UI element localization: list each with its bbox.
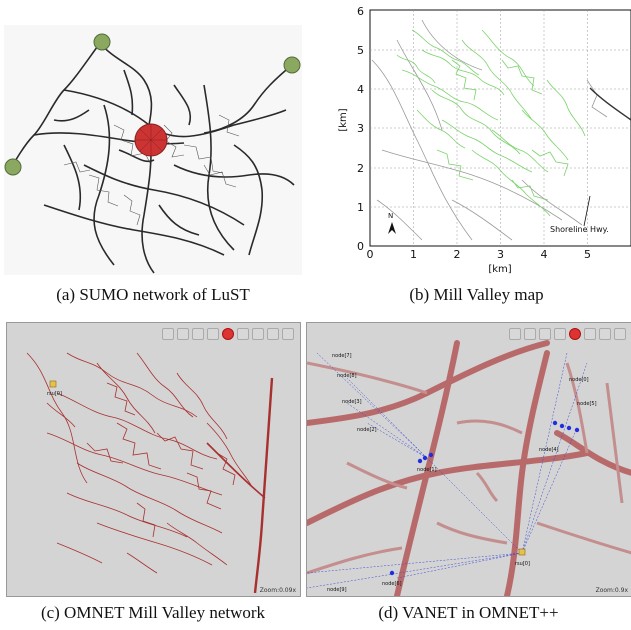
annotation-pointer (583, 195, 591, 227)
x-axis-label: [km] (488, 264, 511, 275)
back-icon[interactable] (509, 328, 521, 340)
refresh-icon[interactable] (584, 328, 596, 340)
vanet-node-labels: node[7] node[8] node[3] node[2] node[1] … (327, 353, 597, 593)
caption-c: (c) OMNET Mill Valley network (40, 603, 266, 622)
y-tick: 0 (357, 240, 364, 253)
north-arrow: N (388, 212, 396, 234)
x-tick: 3 (497, 248, 504, 261)
node-label: rsu[0] (515, 561, 530, 567)
vanet-links (307, 352, 588, 589)
svg-text:N: N (388, 212, 393, 220)
node-label: node[8] (337, 373, 357, 379)
node-label: node[1] (417, 467, 437, 473)
x-tick: 4 (541, 248, 548, 261)
highway-line (589, 87, 631, 121)
zoom-indicator: Zoom:0.09x (259, 587, 296, 594)
zoom-out-icon[interactable] (267, 328, 279, 340)
node-label: node[2] (357, 427, 377, 433)
y-tick: 6 (357, 5, 364, 18)
node-label: node[3] (342, 399, 362, 405)
stop-icon[interactable] (222, 328, 234, 340)
omnet-mill-valley-map: rsu[0] (26, 352, 274, 594)
rsu-node[interactable] (518, 548, 526, 556)
vehicle-dots (389, 420, 580, 576)
node-label: node[7] (332, 353, 352, 359)
zoom-out-icon[interactable] (614, 328, 626, 340)
mill-valley-chart: Shoreline Hwy. N 0 1 2 3 4 5 0 1 2 3 4 5… (338, 5, 631, 275)
back-icon[interactable] (162, 328, 174, 340)
rsu-label: rsu[0] (47, 391, 62, 397)
caption-d: (d) VANET in OMNET++ (378, 603, 559, 622)
omnet-toolbar (162, 327, 294, 341)
zoom-in-icon[interactable] (599, 328, 611, 340)
rewind-icon[interactable] (554, 328, 566, 340)
y-tick: 1 (357, 201, 364, 214)
x-tick: 2 (454, 248, 461, 261)
panel-c-omnet-mill-valley: rsu[0] Zoom:0.09x (6, 322, 301, 597)
forward-icon[interactable] (177, 328, 189, 340)
zoom-indicator: Zoom:0.9x (595, 587, 628, 594)
caption-b: (b) Mill Valley map (409, 285, 544, 304)
rsu-node[interactable]: rsu[0] (47, 380, 62, 397)
sumo-node-left (4, 158, 22, 176)
node-label: node[4] (539, 447, 559, 453)
refresh-icon[interactable] (237, 328, 249, 340)
stop-icon[interactable] (569, 328, 581, 340)
highway-road (253, 377, 274, 594)
panel-b-mill-valley-map: Shoreline Hwy. N 0 1 2 3 4 5 0 1 2 3 4 5… (322, 0, 631, 280)
y-tick: 3 (357, 122, 364, 135)
forward-icon[interactable] (524, 328, 536, 340)
sumo-node-right (283, 56, 301, 74)
y-axis-label: [km] (338, 108, 349, 131)
x-tick: 0 (367, 248, 374, 261)
vanet-map: node[7] node[8] node[3] node[2] node[1] … (307, 340, 631, 596)
node-label: node[9] (327, 587, 347, 593)
up-icon[interactable] (192, 328, 204, 340)
y-tick: 4 (357, 83, 364, 96)
y-tick: 2 (357, 162, 364, 175)
shoreline-annotation: Shoreline Hwy. (550, 225, 609, 234)
settings-icon[interactable] (282, 328, 294, 340)
caption-a: (a) SUMO network of LuST (56, 285, 250, 304)
sumo-node-top (93, 33, 111, 51)
vanet-toolbar (509, 327, 626, 341)
panel-d-vanet-omnet: node[7] node[8] node[3] node[2] node[1] … (306, 322, 631, 597)
panel-a-sumo-network (4, 25, 302, 275)
x-tick: 1 (410, 248, 417, 261)
node-label: node[5] (577, 401, 597, 407)
up-icon[interactable] (539, 328, 551, 340)
node-label: node[6] (382, 581, 402, 587)
y-tick: 5 (357, 44, 364, 57)
rewind-icon[interactable] (207, 328, 219, 340)
zoom-in-icon[interactable] (252, 328, 264, 340)
x-tick: 5 (584, 248, 591, 261)
sumo-network-figure (4, 33, 301, 274)
node-label: node[0] (569, 377, 589, 383)
